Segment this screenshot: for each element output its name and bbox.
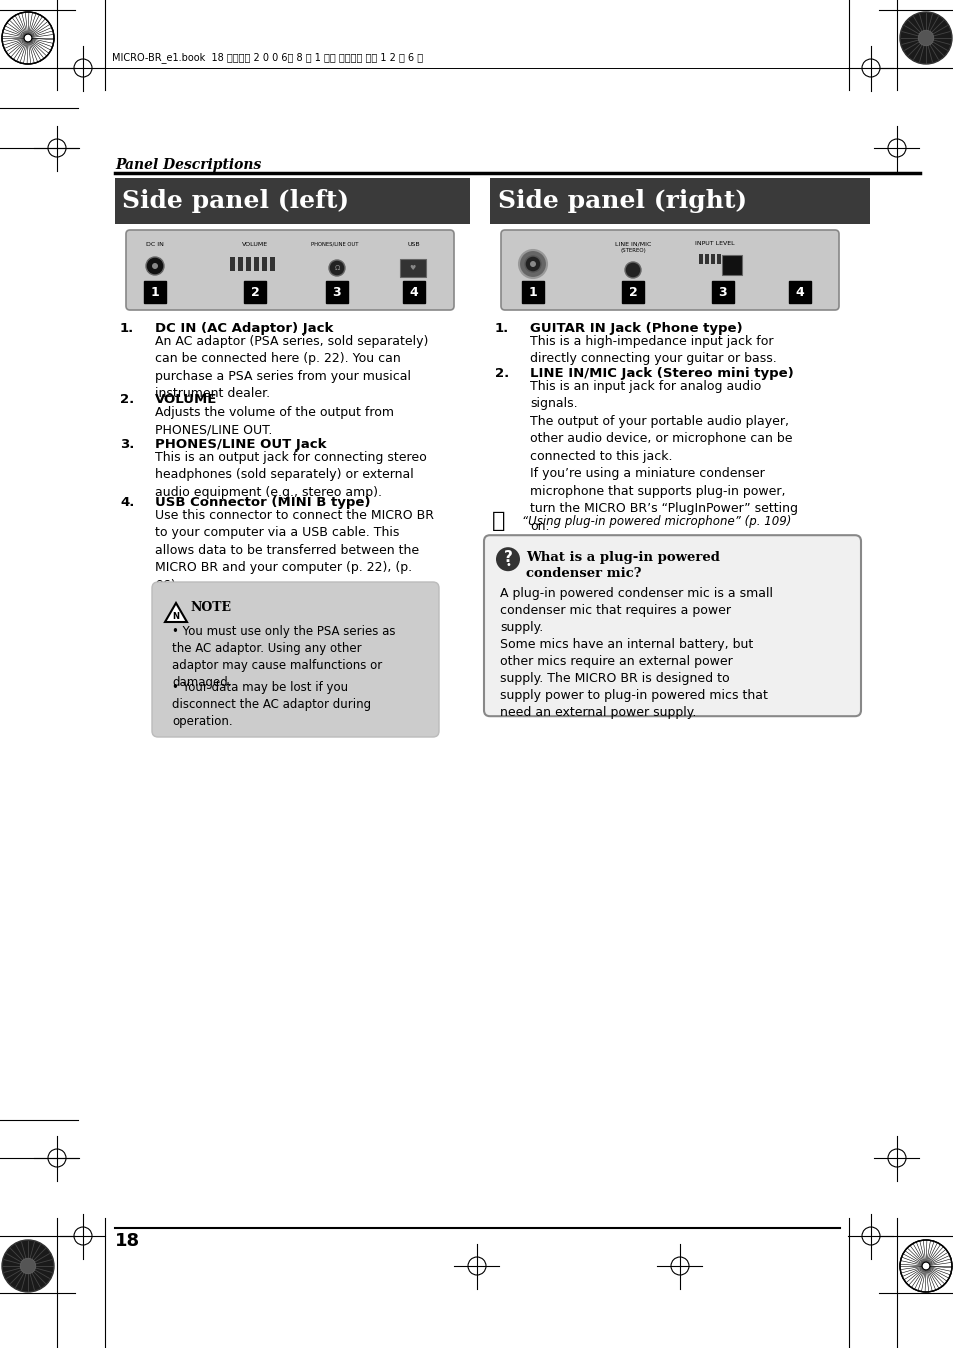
FancyBboxPatch shape (244, 280, 266, 303)
FancyBboxPatch shape (126, 231, 454, 310)
Text: This is an input jack for analog audio
signals.
The output of your portable audi: This is an input jack for analog audio s… (530, 380, 797, 532)
FancyBboxPatch shape (152, 582, 438, 737)
Text: ♥: ♥ (410, 266, 416, 271)
FancyBboxPatch shape (230, 257, 234, 271)
Text: 3: 3 (718, 286, 726, 298)
Text: Panel Descriptions: Panel Descriptions (115, 158, 261, 173)
Polygon shape (165, 603, 187, 621)
Text: DC IN: DC IN (146, 243, 164, 247)
Text: 4: 4 (795, 286, 803, 298)
Circle shape (24, 34, 31, 42)
Text: 1.: 1. (120, 322, 134, 336)
Text: (STEREO): (STEREO) (619, 248, 645, 253)
FancyBboxPatch shape (711, 280, 733, 303)
FancyBboxPatch shape (144, 280, 166, 303)
Text: 2: 2 (628, 286, 637, 298)
Circle shape (496, 547, 519, 572)
Text: Side panel (right): Side panel (right) (497, 189, 746, 213)
FancyBboxPatch shape (490, 178, 869, 224)
FancyBboxPatch shape (500, 231, 838, 310)
Text: MICRO-BR_e1.book  18 ページ　 2 0 0 6年 8 月 1 日　 火曜日　 午後 1 2 時 6 分: MICRO-BR_e1.book 18 ページ 2 0 0 6年 8 月 1 日… (112, 53, 423, 63)
Text: 4: 4 (409, 286, 418, 298)
Text: NOTE: NOTE (190, 600, 231, 613)
Circle shape (146, 257, 164, 275)
FancyBboxPatch shape (521, 280, 543, 303)
Text: 2.: 2. (120, 394, 134, 406)
Circle shape (2, 12, 54, 63)
Text: 👉: 👉 (492, 511, 505, 531)
FancyBboxPatch shape (721, 255, 741, 275)
FancyBboxPatch shape (326, 280, 348, 303)
Text: Adjusts the volume of the output from
PHONES/LINE OUT.: Adjusts the volume of the output from PH… (154, 406, 394, 437)
Text: 2.: 2. (495, 367, 509, 380)
Text: This is an output jack for connecting stereo
headphones (sold separately) or ext: This is an output jack for connecting st… (154, 450, 426, 499)
Text: What is a plug-in powered
condenser mic?: What is a plug-in powered condenser mic? (525, 551, 720, 580)
Text: VOLUME: VOLUME (242, 243, 268, 247)
Text: 1.: 1. (495, 322, 509, 336)
Circle shape (518, 249, 546, 278)
Circle shape (20, 1258, 36, 1274)
Text: • Your data may be lost if you
disconnect the AC adaptor during
operation.: • Your data may be lost if you disconnec… (172, 681, 371, 728)
Text: •: • (504, 561, 511, 570)
Text: • You must use only the PSA series as
the AC adaptor. Using any other
adaptor ma: • You must use only the PSA series as th… (172, 625, 395, 689)
Circle shape (530, 262, 536, 267)
Text: 4.: 4. (120, 496, 134, 510)
FancyBboxPatch shape (710, 253, 714, 264)
Circle shape (899, 12, 951, 63)
FancyBboxPatch shape (246, 257, 251, 271)
Text: INPUT LEVEL: INPUT LEVEL (695, 241, 734, 245)
Text: Side panel (left): Side panel (left) (122, 189, 349, 213)
Text: ?: ? (503, 550, 512, 565)
FancyBboxPatch shape (483, 535, 861, 716)
Text: USB Connector (MINI B type): USB Connector (MINI B type) (154, 496, 370, 510)
Text: Ω: Ω (334, 266, 339, 271)
FancyBboxPatch shape (399, 259, 426, 276)
Circle shape (152, 263, 158, 270)
Circle shape (917, 30, 933, 46)
Circle shape (922, 1262, 929, 1270)
Text: USB: USB (407, 243, 420, 247)
Text: A plug-in powered condenser mic is a small
condenser mic that requires a power
s: A plug-in powered condenser mic is a sma… (499, 588, 772, 720)
Circle shape (329, 260, 345, 276)
Text: 3: 3 (333, 286, 341, 298)
FancyBboxPatch shape (788, 280, 810, 303)
Circle shape (899, 1240, 951, 1291)
Circle shape (2, 1240, 54, 1291)
Text: Use this connector to connect the MICRO BR
to your computer via a USB cable. Thi: Use this connector to connect the MICRO … (154, 508, 434, 592)
Text: 1: 1 (151, 286, 159, 298)
FancyBboxPatch shape (402, 280, 424, 303)
Circle shape (524, 256, 540, 272)
Circle shape (624, 262, 640, 278)
FancyBboxPatch shape (253, 257, 258, 271)
Text: VOLUME: VOLUME (154, 394, 217, 406)
Text: LINE IN/MIC: LINE IN/MIC (614, 241, 651, 245)
Text: 3.: 3. (120, 438, 134, 452)
Text: DC IN (AC Adaptor) Jack: DC IN (AC Adaptor) Jack (154, 322, 333, 336)
Text: PHONES/LINE OUT: PHONES/LINE OUT (311, 243, 358, 247)
FancyBboxPatch shape (699, 253, 702, 264)
Text: GUITAR IN Jack (Phone type): GUITAR IN Jack (Phone type) (530, 322, 741, 336)
Text: 1: 1 (528, 286, 537, 298)
Text: PHONES/LINE OUT Jack: PHONES/LINE OUT Jack (154, 438, 326, 452)
Text: N: N (172, 612, 179, 620)
Text: 18: 18 (115, 1232, 140, 1250)
FancyBboxPatch shape (115, 178, 470, 224)
Text: “Using plug-in powered microphone” (p. 109): “Using plug-in powered microphone” (p. 1… (521, 515, 791, 527)
FancyBboxPatch shape (704, 253, 708, 264)
Text: 2: 2 (251, 286, 259, 298)
Text: This is a high-impedance input jack for
directly connecting your guitar or bass.: This is a high-impedance input jack for … (530, 334, 776, 365)
Text: LINE IN/MIC Jack (Stereo mini type): LINE IN/MIC Jack (Stereo mini type) (530, 367, 793, 380)
Text: An AC adaptor (PSA series, sold separately)
can be connected here (p. 22). You c: An AC adaptor (PSA series, sold separate… (154, 334, 428, 400)
FancyBboxPatch shape (237, 257, 243, 271)
FancyBboxPatch shape (717, 253, 720, 264)
FancyBboxPatch shape (270, 257, 274, 271)
FancyBboxPatch shape (262, 257, 267, 271)
FancyBboxPatch shape (621, 280, 643, 303)
